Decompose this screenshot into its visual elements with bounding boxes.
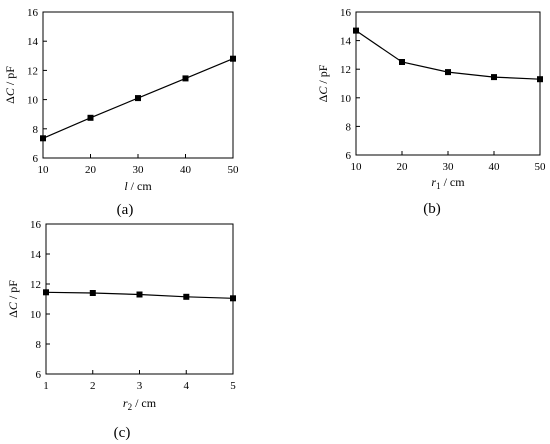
- x-tick-label: 20: [85, 164, 97, 176]
- y-tick-label: 6: [33, 153, 39, 165]
- y-axis-label-symbol: C: [316, 86, 330, 95]
- y-tick-label: 8: [346, 121, 352, 133]
- panel-label: (c): [114, 425, 131, 441]
- x-axis-label: l / cm: [124, 179, 152, 193]
- x-axis-label: r1 / cm: [431, 175, 465, 191]
- panel-label: (a): [117, 202, 134, 218]
- y-axis-label-delta: Δ: [3, 96, 17, 104]
- x-tick-label: 1: [43, 380, 49, 392]
- data-point: [43, 289, 49, 296]
- y-axis-label: ΔC / pF: [316, 64, 330, 102]
- panel-label: (b): [423, 201, 441, 217]
- x-tick-label: 5: [230, 380, 236, 392]
- y-tick-label: 14: [30, 249, 42, 261]
- y-tick-label: 14: [340, 36, 352, 48]
- x-axis-label-symbol: l: [124, 179, 128, 193]
- x-tick-label: 4: [184, 380, 190, 392]
- x-tick-label: 30: [443, 161, 455, 173]
- x-axis-label: r2 / cm: [123, 396, 157, 412]
- y-axis-label-delta: Δ: [316, 94, 330, 102]
- data-point: [537, 76, 543, 83]
- chart-panel-1: 6 8 10 12 14 16 10 20 30 40 50 l / cm ΔC / pF (a): [3, 7, 239, 218]
- y-axis-label-unit: / pF: [6, 280, 20, 302]
- data-point: [182, 75, 189, 82]
- x-tick-label: 40: [489, 161, 501, 173]
- x-tick-label: 40: [180, 164, 192, 176]
- data-point: [40, 135, 46, 142]
- y-axis-label: ΔC / pF: [3, 66, 17, 104]
- x-tick-label: 50: [535, 161, 547, 173]
- data-point: [183, 293, 190, 300]
- data-point: [135, 95, 141, 102]
- x-tick-label: 2: [90, 380, 96, 392]
- y-tick-label: 14: [27, 36, 39, 48]
- plot-frame: [355, 11, 541, 156]
- y-tick-label: 6: [36, 369, 42, 381]
- y-tick-label: 12: [340, 64, 351, 76]
- x-tick-label: 30: [133, 164, 145, 176]
- x-axis-label-subscript: 2: [128, 402, 133, 412]
- y-tick-label: 10: [340, 93, 352, 105]
- plot-frame: [45, 223, 234, 375]
- y-tick-label: 12: [27, 65, 38, 77]
- y-tick-label: 16: [340, 7, 352, 19]
- x-axis-label-symbol: r: [123, 396, 128, 410]
- data-point: [353, 27, 359, 34]
- x-axis-label-unit: / cm: [128, 179, 153, 193]
- y-tick-label: 10: [30, 309, 42, 321]
- data-point: [230, 55, 236, 62]
- y-tick-label: 8: [33, 124, 39, 136]
- y-tick-label: 12: [30, 279, 41, 291]
- y-tick-label: 6: [346, 150, 352, 162]
- x-tick-label: 20: [397, 161, 409, 173]
- data-point: [230, 295, 236, 302]
- data-point: [136, 291, 143, 298]
- x-tick-label: 3: [137, 380, 143, 392]
- x-tick-label: 10: [351, 161, 363, 173]
- y-tick-label: 10: [27, 95, 39, 107]
- chart-panel-2: 6 8 10 12 14 16 10 20 30 40 50 r1 / cm ΔC / pF (b): [316, 7, 546, 217]
- data-point: [445, 69, 451, 76]
- x-axis-label-symbol: r: [431, 175, 436, 189]
- data-point: [87, 114, 94, 121]
- plot-frame: [42, 11, 234, 159]
- y-tick-label: 16: [27, 7, 39, 19]
- x-axis-label-unit: / cm: [441, 175, 466, 189]
- y-tick-label: 16: [30, 219, 42, 231]
- y-axis-label-symbol: C: [3, 87, 17, 96]
- y-tick-label: 8: [36, 339, 42, 351]
- data-point: [399, 59, 405, 65]
- x-tick-label: 10: [38, 164, 50, 176]
- x-axis-label-subscript: 1: [436, 181, 441, 191]
- x-axis-label-unit: / cm: [132, 396, 157, 410]
- y-axis-label-symbol: C: [6, 301, 20, 310]
- y-axis-label: ΔC / pF: [6, 280, 20, 318]
- data-point: [491, 74, 497, 81]
- x-tick-label: 50: [228, 164, 240, 176]
- data-point: [89, 290, 96, 296]
- y-axis-label-unit: / pF: [316, 64, 330, 86]
- y-axis-label-delta: Δ: [6, 310, 20, 318]
- y-axis-label-unit: / pF: [3, 66, 17, 88]
